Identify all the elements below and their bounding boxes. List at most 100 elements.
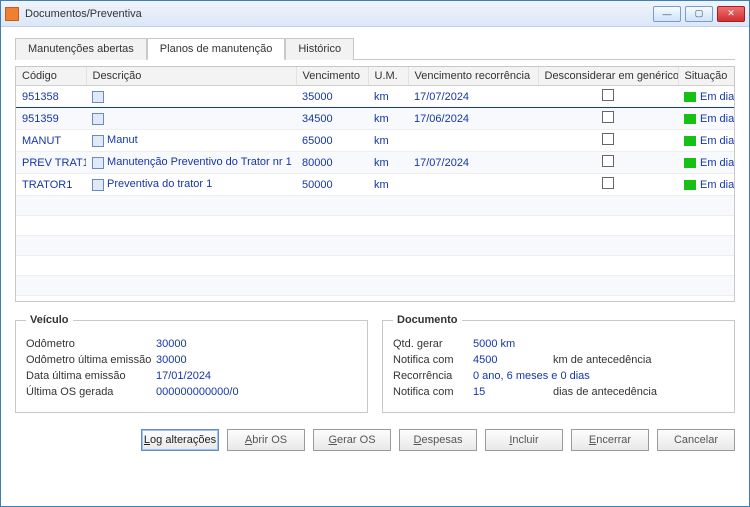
cell-um: km xyxy=(368,86,408,108)
checkbox[interactable] xyxy=(602,177,614,189)
status-indicator xyxy=(684,136,696,146)
documento-legend: Documento xyxy=(393,314,462,326)
cell-desconsiderar xyxy=(538,86,678,108)
odometro-value: 30000 xyxy=(156,338,187,350)
cell-descricao: Preventiva do trator 1 xyxy=(86,174,296,196)
cancelar-button[interactable]: Cancelar xyxy=(657,429,735,451)
rec-value: 0 ano, 6 meses e 0 dias xyxy=(473,370,590,382)
cell-desconsiderar xyxy=(538,174,678,196)
tab-manutencoes-abertas[interactable]: Manutenções abertas xyxy=(15,38,147,60)
cell-um: km xyxy=(368,130,408,152)
cell-descricao: Manut xyxy=(86,130,296,152)
window-buttons: — ▢ ✕ xyxy=(653,6,745,22)
cell-descricao xyxy=(86,108,296,130)
table-row-empty xyxy=(16,256,735,276)
cell-venc-rec xyxy=(408,174,538,196)
cell-um: km xyxy=(368,152,408,174)
cell-um: km xyxy=(368,174,408,196)
col-codigo[interactable]: Código xyxy=(16,67,86,86)
col-venc-rec[interactable]: Vencimento recorrência xyxy=(408,67,538,86)
cell-situacao: Em dia xyxy=(678,86,735,108)
log-alteracoes-button[interactable]: Log alterações xyxy=(141,429,219,451)
odo-ult-label: Odômetro última emissão xyxy=(26,354,156,366)
plans-grid[interactable]: Código Descrição Vencimento U.M. Vencime… xyxy=(15,66,735,302)
cell-desconsiderar xyxy=(538,108,678,130)
cell-situacao: Em dia xyxy=(678,174,735,196)
cell-um: km xyxy=(368,108,408,130)
checkbox[interactable] xyxy=(602,89,614,101)
table-row-empty xyxy=(16,236,735,256)
not2-label: Notifica com xyxy=(393,386,473,398)
button-bar: Log alterações Abrir OS Gerar OS Despesa… xyxy=(15,429,735,451)
cell-desconsiderar xyxy=(538,152,678,174)
cell-codigo: 951359 xyxy=(16,108,86,130)
table-row-empty xyxy=(16,276,735,296)
status-indicator xyxy=(684,92,696,102)
table-row-empty xyxy=(16,196,735,216)
despesas-button[interactable]: Despesas xyxy=(399,429,477,451)
table-row[interactable]: 951358 35000km17/07/2024 Em dia xyxy=(16,86,735,108)
odo-ult-value: 30000 xyxy=(156,354,187,366)
doc-icon xyxy=(92,91,104,103)
table-row[interactable]: PREV TRAT1 Manutenção Preventivo do Trat… xyxy=(16,152,735,174)
cell-venc-rec: 17/07/2024 xyxy=(408,152,538,174)
cell-descricao xyxy=(86,86,296,108)
col-desconsiderar[interactable]: Desconsiderar em genérico xyxy=(538,67,678,86)
qtd-label: Qtd. gerar xyxy=(393,338,473,350)
cell-situacao: Em dia xyxy=(678,152,735,174)
tab-bar: Manutenções abertas Planos de manutenção… xyxy=(15,37,735,60)
cell-venc-rec: 17/07/2024 xyxy=(408,86,538,108)
doc-icon xyxy=(92,179,104,191)
cell-situacao: Em dia xyxy=(678,130,735,152)
table-row-empty xyxy=(16,216,735,236)
app-icon xyxy=(5,7,19,21)
checkbox[interactable] xyxy=(602,133,614,145)
cell-vencimento: 65000 xyxy=(296,130,368,152)
cell-codigo: PREV TRAT1 xyxy=(16,152,86,174)
cell-vencimento: 34500 xyxy=(296,108,368,130)
cell-vencimento: 35000 xyxy=(296,86,368,108)
odometro-label: Odômetro xyxy=(26,338,156,350)
checkbox[interactable] xyxy=(602,155,614,167)
documento-group: Documento Qtd. gerar5000 km Notifica com… xyxy=(382,314,735,413)
col-um[interactable]: U.M. xyxy=(368,67,408,86)
data-ult-value: 17/01/2024 xyxy=(156,370,211,382)
window-title: Documentos/Preventiva xyxy=(25,8,653,20)
table-row[interactable]: TRATOR1 Preventiva do trator 150000kmEm … xyxy=(16,174,735,196)
table-row[interactable]: 951359 34500km17/06/2024 Em dia xyxy=(16,108,735,130)
os-label: Última OS gerada xyxy=(26,386,156,398)
data-ult-label: Data última emissão xyxy=(26,370,156,382)
cell-codigo: MANUT xyxy=(16,130,86,152)
cell-situacao: Em dia xyxy=(678,108,735,130)
cell-venc-rec: 17/06/2024 xyxy=(408,108,538,130)
doc-icon xyxy=(92,157,104,169)
cell-codigo: TRATOR1 xyxy=(16,174,86,196)
gerar-os-button[interactable]: Gerar OS xyxy=(313,429,391,451)
not2-suffix: dias de antecedência xyxy=(553,386,657,398)
abrir-os-button[interactable]: Abrir OS xyxy=(227,429,305,451)
veiculo-legend: Veículo xyxy=(26,314,73,326)
col-descricao[interactable]: Descrição xyxy=(86,67,296,86)
not1-value: 4500 xyxy=(473,354,533,366)
rec-label: Recorrência xyxy=(393,370,473,382)
cell-vencimento: 80000 xyxy=(296,152,368,174)
col-situacao[interactable]: Situação xyxy=(678,67,735,86)
cell-desconsiderar xyxy=(538,130,678,152)
os-value: 000000000000/0 xyxy=(156,386,239,398)
maximize-button[interactable]: ▢ xyxy=(685,6,713,22)
cell-codigo: 951358 xyxy=(16,86,86,108)
table-row[interactable]: MANUT Manut65000km Em dia xyxy=(16,130,735,152)
checkbox[interactable] xyxy=(602,111,614,123)
tab-planos-manutencao[interactable]: Planos de manutenção xyxy=(147,38,286,60)
doc-icon xyxy=(92,135,104,147)
status-indicator xyxy=(684,114,696,124)
qtd-value: 5000 km xyxy=(473,338,515,350)
close-button[interactable]: ✕ xyxy=(717,6,745,22)
status-indicator xyxy=(684,180,696,190)
incluir-button[interactable]: Incluir xyxy=(485,429,563,451)
minimize-button[interactable]: — xyxy=(653,6,681,22)
encerrar-button[interactable]: Encerrar xyxy=(571,429,649,451)
col-vencimento[interactable]: Vencimento xyxy=(296,67,368,86)
not1-suffix: km de antecedência xyxy=(553,354,651,366)
tab-historico[interactable]: Histórico xyxy=(285,38,354,60)
